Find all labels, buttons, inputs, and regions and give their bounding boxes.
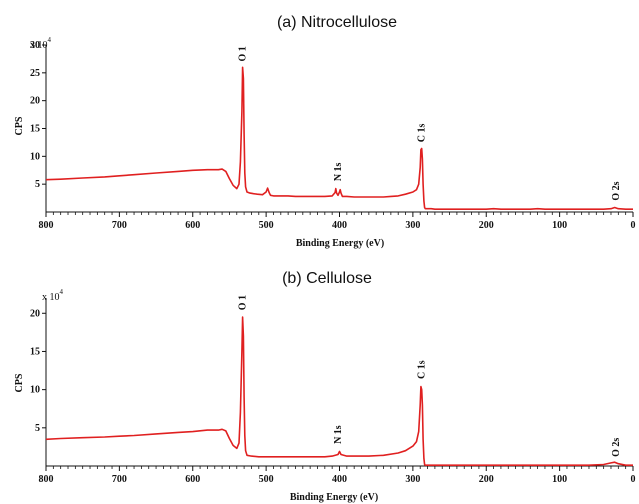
- panel-b-y-tick-label: 15: [30, 346, 40, 357]
- panel-b-x-tick-label: 300: [405, 474, 420, 485]
- panel-a-peak-label: O 1: [238, 46, 249, 61]
- panel-b-spectrum-line: [45, 316, 633, 467]
- panel-a-y-tick-label: 5: [35, 179, 40, 190]
- panel-a-x-tick-label: 400: [332, 220, 347, 231]
- panel-a-x-tick-label: 200: [479, 220, 494, 231]
- panel-b-y-multiplier-exp: 4: [60, 288, 64, 296]
- panel-a-y-multiplier-base: x 10: [30, 40, 48, 51]
- panel-a-title: (a) Nitrocellulose: [277, 14, 397, 31]
- panel-a-marks: O 1 N 1s C 1s O 2s: [45, 46, 633, 210]
- panel-b-marks: O 1 N 1s C 1s O 2s: [45, 295, 633, 467]
- panel-b-y-tick-label: 5: [35, 423, 40, 434]
- panel-a-x-tick-label: 600: [185, 220, 200, 231]
- panel-a-peak-label: N 1s: [333, 162, 344, 181]
- panel-a-x-tick-label: 300: [405, 220, 420, 231]
- panel-a-x-tick-label: 500: [259, 220, 274, 231]
- panel-b-y-tick-label: 20: [30, 308, 40, 319]
- panel-b-x-tick-label: 800: [39, 474, 54, 485]
- panel-b-x-tick-label: 200: [479, 474, 494, 485]
- panel-b-peak-label: N 1s: [333, 425, 344, 444]
- panel-b-x-label: Binding Energy (eV): [290, 492, 378, 503]
- panel-nitrocellulose: (a) Nitrocellulose x 104 CPS Binding Ene…: [14, 14, 636, 249]
- panel-b-x-tick-label: 500: [259, 474, 274, 485]
- panel-a-y-label: CPS: [14, 116, 25, 135]
- panel-b-y-multiplier: x 104: [42, 288, 64, 303]
- panel-b-x-tick-label: 0: [631, 474, 636, 485]
- panel-b-x-tick-label: 700: [112, 474, 127, 485]
- panel-b-x-tick-label: 400: [332, 474, 347, 485]
- panel-a-x-tick-label: 700: [112, 220, 127, 231]
- panel-a-spectrum-line: [45, 66, 633, 210]
- panel-a-x-label: Binding Energy (eV): [296, 238, 384, 249]
- panel-b-peak-label: C 1s: [417, 360, 428, 379]
- panel-b-y-label: CPS: [14, 373, 25, 392]
- panel-a-y-tick-label: 10: [30, 151, 40, 162]
- panel-b-y-tick-label: 10: [30, 385, 40, 396]
- panel-a-y-tick-label: 25: [30, 68, 40, 79]
- panel-b-axes: 800 700 600 500 400 300 200 100 0 5 10 15 20: [30, 298, 636, 485]
- panel-b-x-tick-label: 100: [552, 474, 567, 485]
- panel-a-x-tick-label: 100: [552, 220, 567, 231]
- panel-b-y-multiplier-base: x 10: [42, 292, 60, 303]
- panel-b-peak-label: O 1: [238, 295, 249, 310]
- panel-b-title: (b) Cellulose: [282, 270, 372, 287]
- panel-b-peak-label: O 2s: [611, 438, 622, 457]
- panel-a-x-tick-label: 800: [39, 220, 54, 231]
- panel-a-y-multiplier-exp: 4: [48, 36, 52, 44]
- panel-a-y-tick-label: 15: [30, 124, 40, 135]
- panel-a-x-tick-label: 0: [631, 220, 636, 231]
- panel-a-axes: 800 700 600 500 400 300 200 100 0 5 10 15 20 25 30: [30, 40, 636, 231]
- panel-a-y-tick-label: 30: [30, 40, 40, 51]
- panel-a-peak-label: O 2s: [611, 181, 622, 200]
- panel-a-y-tick-label: 20: [30, 96, 40, 107]
- panel-a-y-multiplier: x 104: [30, 36, 52, 51]
- panel-cellulose: (b) Cellulose x 104 CPS Binding Energy (…: [14, 270, 636, 503]
- panel-b-x-tick-label: 600: [185, 474, 200, 485]
- panel-a-peak-label: C 1s: [417, 123, 428, 142]
